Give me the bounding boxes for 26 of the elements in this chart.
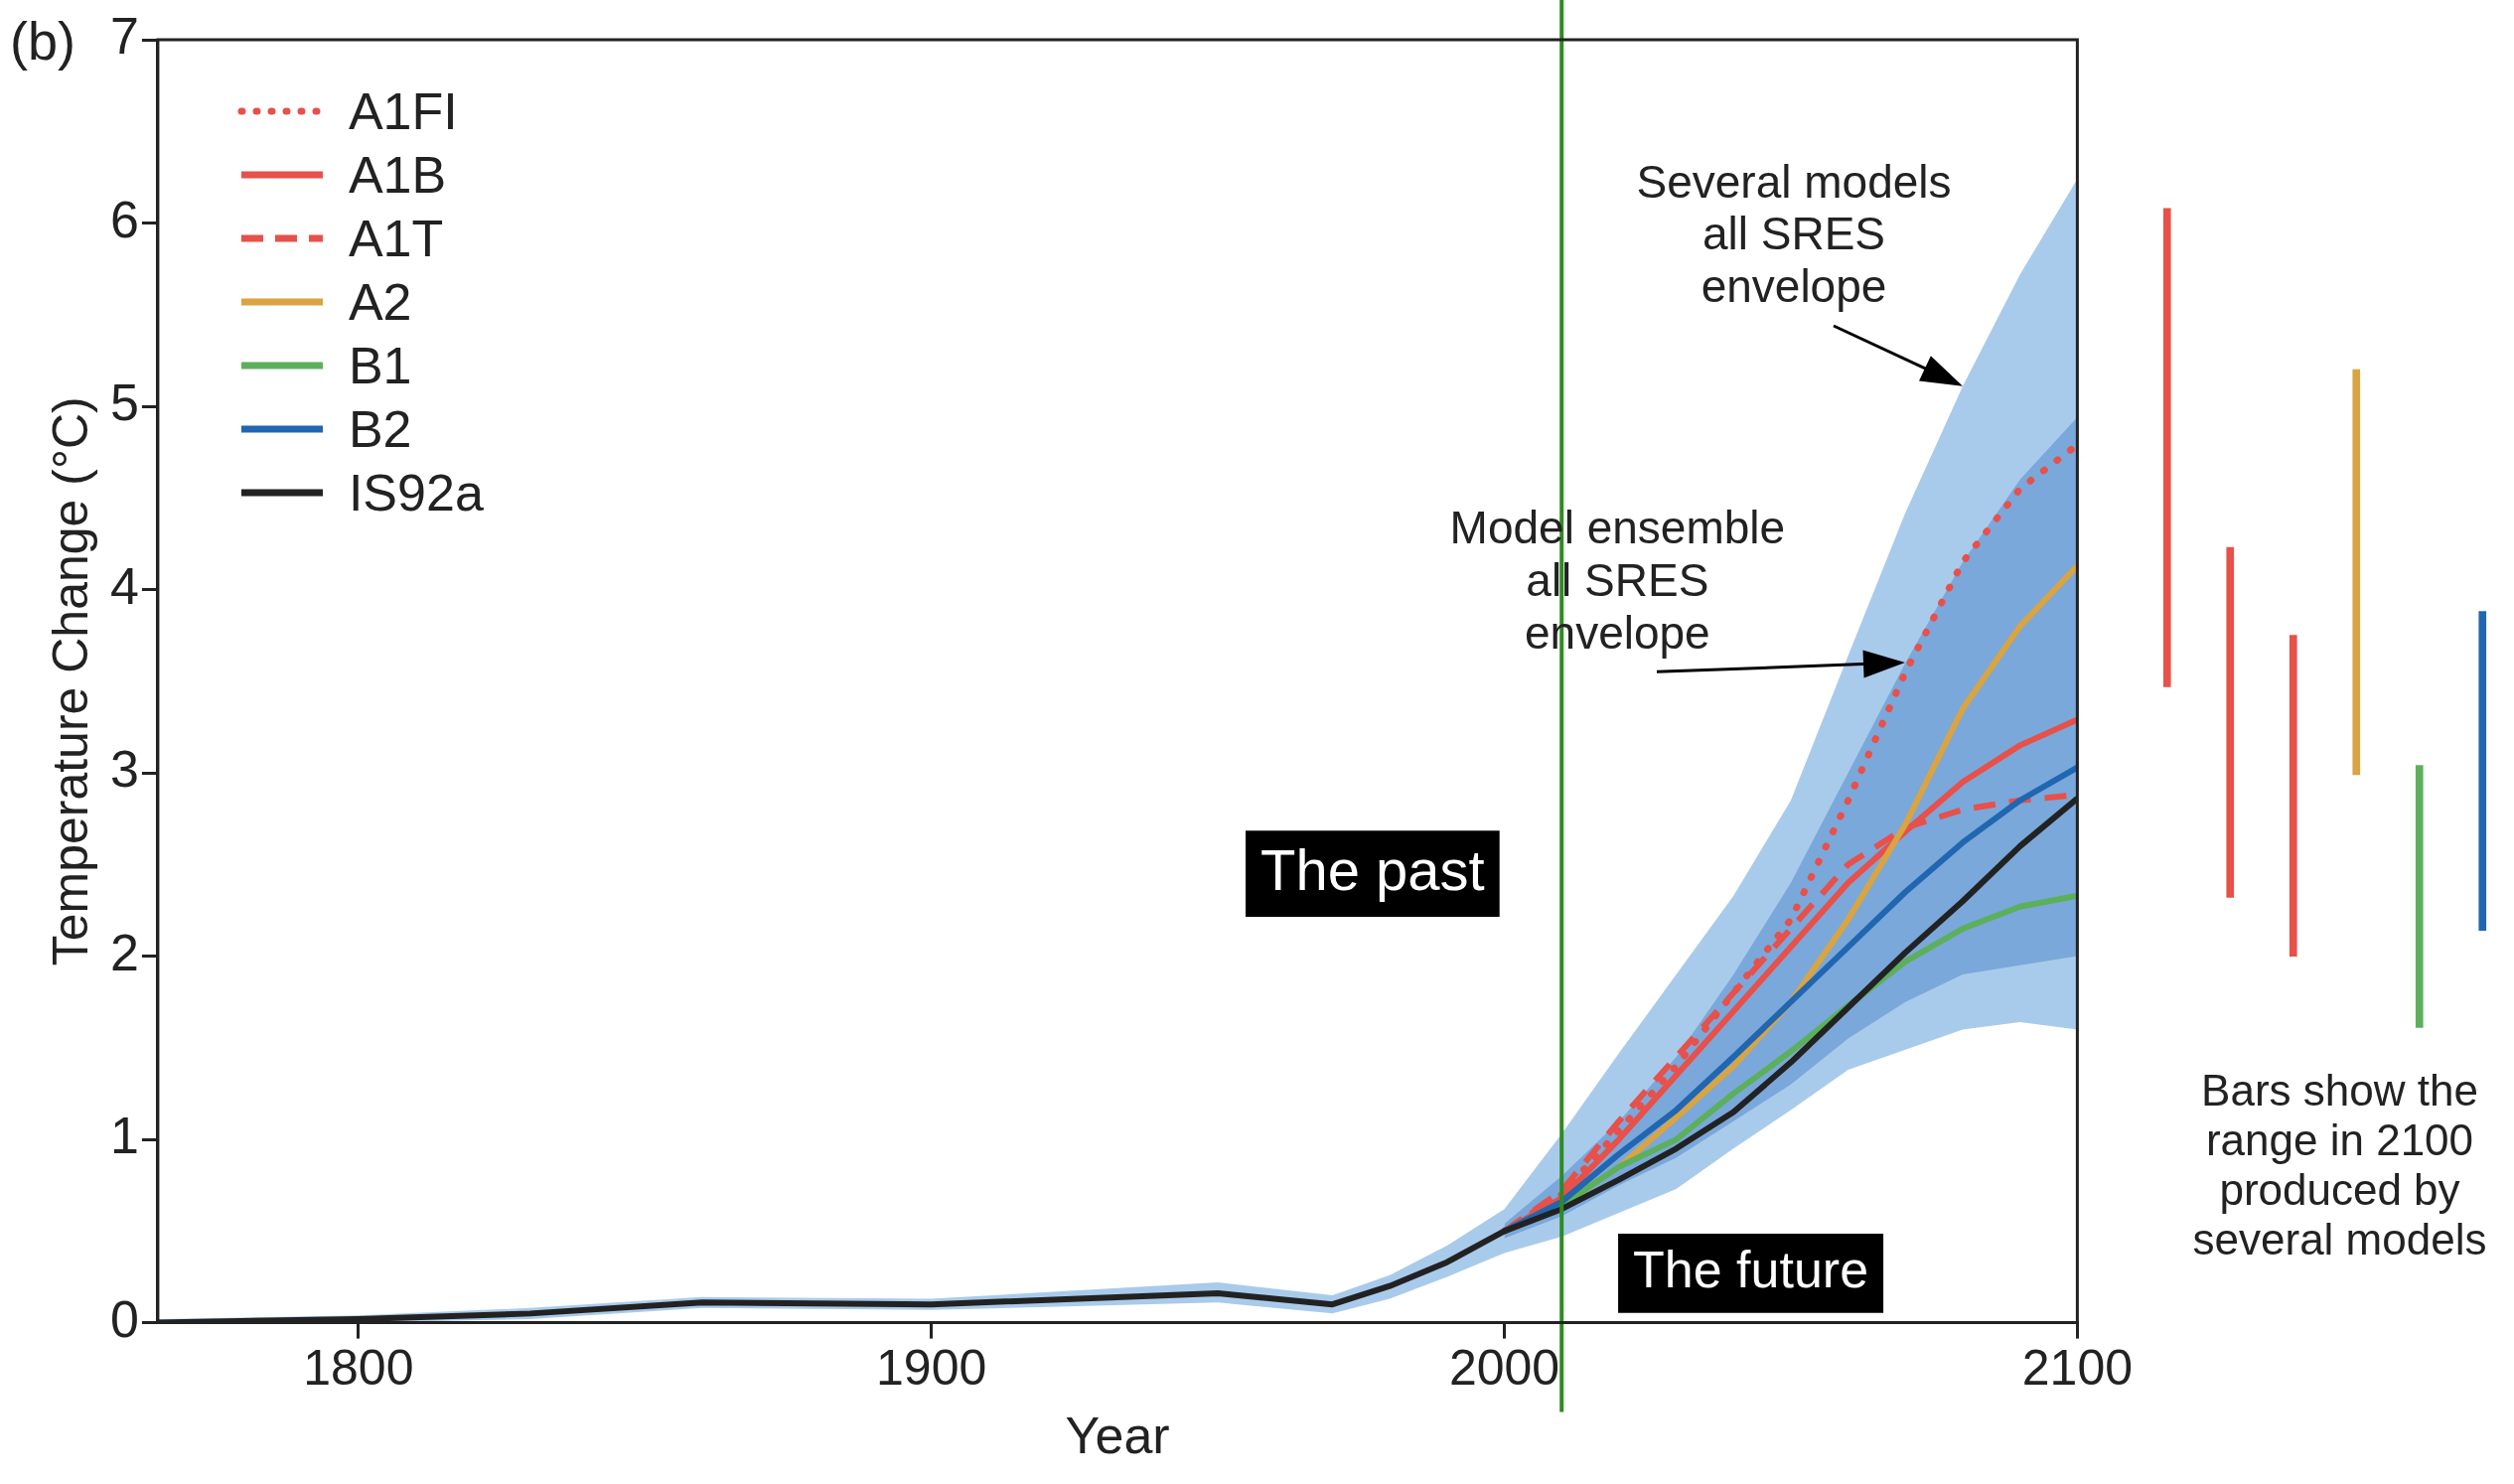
y-tick-label: 3 — [110, 740, 139, 799]
legend-label: A1B — [348, 145, 447, 206]
x-axis-title: Year — [1065, 1407, 1170, 1465]
x-tick-label: 1900 — [876, 1340, 987, 1397]
y-tick-label: 1 — [110, 1107, 139, 1165]
x-tick-label: 2100 — [2021, 1340, 2133, 1397]
text: (b) — [10, 10, 75, 71]
x-tick-label: 1800 — [303, 1340, 414, 1397]
y-tick-label: 2 — [110, 923, 139, 981]
legend-label: IS92a — [348, 463, 484, 523]
x-tick-label: 2000 — [1448, 1340, 1560, 1397]
y-tick-label: 6 — [110, 190, 139, 248]
annotation: Bars show the range in 2100 produced by several models — [2192, 1066, 2487, 1264]
annotation: The past — [1260, 836, 1485, 902]
annotation: Several models all SRES envelope — [1636, 155, 1952, 313]
legend-label: B2 — [348, 399, 412, 460]
annotation: The future — [1633, 1241, 1869, 1299]
legend-label: A2 — [348, 272, 412, 333]
legend-label: A1FI — [348, 81, 458, 142]
y-tick-label: 0 — [110, 1289, 139, 1348]
legend-label: A1T — [348, 209, 444, 269]
y-tick-label: 4 — [110, 556, 139, 615]
y-tick-label: 7 — [110, 7, 139, 66]
y-axis-title: Temperature Change (°C) — [42, 396, 98, 966]
legend-label: B1 — [348, 336, 412, 396]
y-tick-label: 5 — [110, 373, 139, 432]
